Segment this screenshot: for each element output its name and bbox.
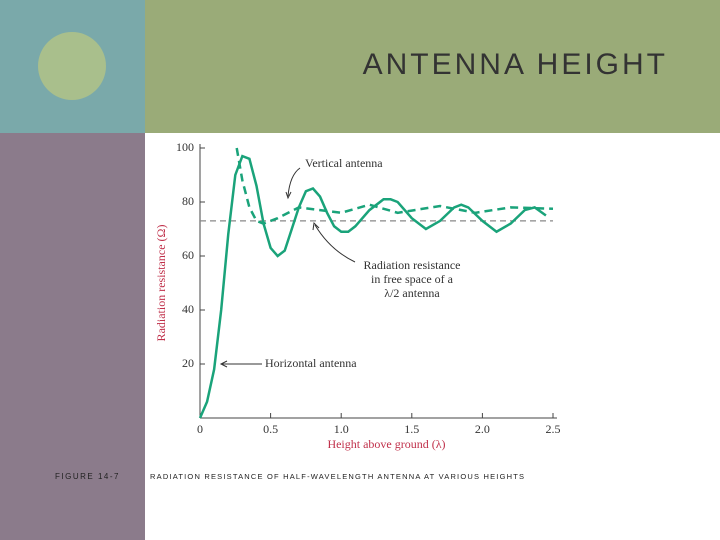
y-tick-label: 100	[176, 140, 194, 154]
reference-label: Radiation resistance	[364, 258, 461, 272]
side-panel	[0, 133, 145, 540]
y-axis-label: Radiation resistance (Ω)	[154, 225, 168, 342]
y-tick-label: 80	[182, 194, 194, 208]
reference-label: λ/2 antenna	[384, 286, 440, 300]
arrow-head	[219, 360, 228, 368]
arrow-head	[285, 191, 292, 200]
title-band	[145, 0, 720, 133]
y-tick-label: 20	[182, 356, 194, 370]
caption: RADIATION RESISTANCE OF HALF-WAVELENGTH …	[150, 472, 525, 481]
x-tick-label: 2.0	[475, 422, 490, 436]
slide-title: ANTENNA HEIGHT	[363, 48, 668, 81]
series-line	[235, 147, 554, 225]
arrow-head	[312, 221, 320, 231]
reference-label: in free space of a	[371, 272, 454, 286]
x-tick-label: 1.0	[334, 422, 349, 436]
arrow	[314, 224, 356, 263]
series-label: Horizontal antenna	[265, 356, 357, 370]
x-axis-label: Height above ground (λ)	[327, 437, 445, 451]
series-line	[198, 154, 547, 419]
x-tick-label: 2.5	[546, 422, 561, 436]
arrow	[287, 167, 301, 197]
decor-circle	[38, 32, 106, 100]
y-tick-label: 60	[182, 248, 194, 262]
x-tick-label: 1.5	[404, 422, 419, 436]
series-label: Vertical antenna	[305, 156, 383, 170]
y-tick-label: 40	[182, 302, 194, 316]
plot: 20 40 60 80 100 0 0.5 1.0 1.5 2.0 2.5 Height above …	[154, 140, 561, 451]
x-tick-label: 0	[197, 422, 203, 436]
figure-label: FIGURE 14-7	[55, 472, 120, 481]
chart-area	[150, 133, 570, 463]
x-tick-label: 0.5	[263, 422, 278, 436]
